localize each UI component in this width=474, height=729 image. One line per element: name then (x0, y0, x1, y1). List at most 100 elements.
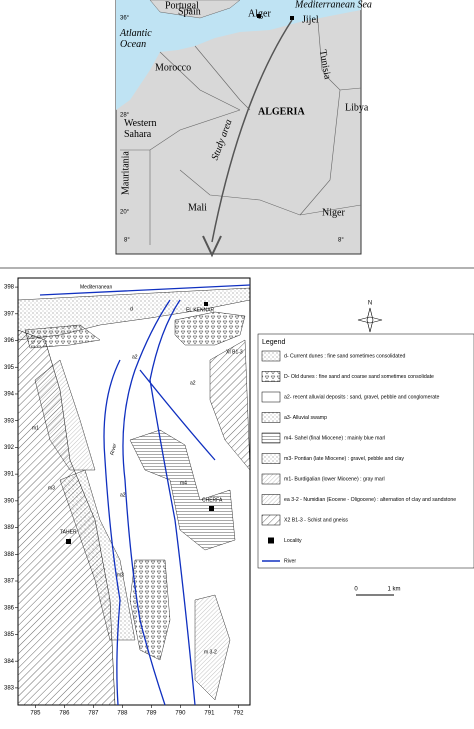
locality (209, 506, 214, 511)
label: Atlantic Ocean (119, 28, 152, 50)
y-tick-label: 394 (4, 392, 15, 398)
borders (120, 21, 362, 245)
legend-label: D- Old dunes : fine sand and coarse sand… (284, 374, 434, 380)
degree: 8° (124, 238, 130, 244)
numidian (194, 594, 231, 701)
locality (257, 14, 261, 18)
x-tick-label: 788 (117, 711, 128, 717)
legend-label: River (284, 558, 296, 564)
legend-label: m4- Sahel (final Miocene) : mainly blue … (284, 435, 385, 441)
label: m 3-2 (204, 649, 217, 655)
label: m1 (32, 425, 39, 431)
label: Tunisia (317, 49, 333, 81)
legend-swatch (261, 494, 281, 505)
y-tick-label: 391 (4, 472, 15, 478)
degree: 20° (120, 210, 130, 216)
legend-swatch (261, 432, 281, 444)
legend-swatch (268, 537, 274, 544)
label: Jijel (302, 14, 319, 25)
label: River (109, 443, 118, 456)
legend-box (257, 333, 474, 569)
legend-label: X2 B1-3 - Schist and gneiss (284, 517, 348, 523)
north-label: N (368, 301, 372, 307)
legend-label: a3- Alluvial swamp (284, 415, 327, 421)
label: TAHER (60, 529, 77, 535)
legend-title: Legend (262, 339, 285, 346)
legend-swatch (261, 473, 281, 485)
legend-swatch (261, 453, 281, 464)
x-tick-label: 790 (175, 711, 186, 717)
scale-label: 0 (354, 587, 358, 593)
y-tick-label: 388 (4, 552, 15, 558)
x-tick-label: 789 (146, 711, 157, 717)
legend: Legend d- Current dunes : fine sand some… (257, 333, 474, 569)
y-tick-label: 385 (4, 632, 15, 638)
x-tick-label: 792 (233, 711, 244, 717)
y-tick-label: 397 (4, 311, 15, 317)
label: m4 (180, 480, 187, 486)
legend-label: ea 3-2 - Numidian (Eocene - Oligocene) :… (284, 497, 456, 503)
river (39, 284, 251, 706)
legend-swatch (261, 371, 281, 382)
x-tick-label: 786 (59, 711, 70, 717)
locality (66, 539, 71, 544)
label: XI B1-3 (226, 349, 243, 355)
label: Alger (248, 8, 271, 19)
arrowhead (202, 235, 222, 258)
y-tick-label: 384 (4, 659, 15, 665)
y-tick-label: 392 (4, 445, 15, 451)
legend-label: m1- Burdigalian (lower Miocene) : gray m… (284, 476, 385, 482)
legend-label: a2- recent alluvial deposits : sand, gra… (284, 394, 440, 400)
x-tick-label: 785 (30, 711, 41, 717)
geology-map: Mediterranean d EL KENNAR a2 a2 a2 m1 m3… (4, 277, 251, 717)
legend-items: d- Current dunes : fine sand sometimes c… (261, 350, 456, 564)
y-tick-label: 398 (4, 285, 15, 291)
label: EL KENNAR (186, 307, 215, 313)
label: Mauritania (120, 151, 131, 195)
locality (290, 16, 294, 20)
sea (116, 0, 361, 110)
label: CHERFA (202, 497, 223, 503)
y-tick-label: 387 (4, 579, 15, 585)
old-dunes (24, 324, 101, 349)
label: a2 (132, 354, 138, 360)
degree: 28° (120, 113, 130, 119)
legend-swatch (261, 391, 281, 403)
label: d (130, 306, 133, 312)
label: a2 (190, 380, 196, 386)
label: Portugal (165, 0, 199, 11)
old-dunes (174, 311, 246, 346)
y-tick-label: 390 (4, 498, 15, 504)
label: m3 (117, 572, 124, 578)
schist (209, 339, 251, 471)
scale-label: 1 km (387, 587, 400, 593)
north-arrow (357, 307, 383, 333)
legend-swatch (261, 514, 281, 526)
y-tick-label: 395 (4, 365, 15, 371)
y-tick-label: 396 (4, 338, 15, 344)
iberia (149, 0, 241, 19)
label: ALGERIA (258, 106, 305, 117)
inset-map: Portugal Spain Alger Jijel Mediterranean… (115, 0, 372, 258)
legend-label: m3- Pontian (late Miocene) : gravel, peb… (284, 456, 404, 462)
degree: 36° (120, 16, 130, 22)
label: Morocco (155, 62, 191, 73)
y-tick-label: 386 (4, 605, 15, 611)
legend-label: Locality (284, 538, 302, 544)
sahel (129, 429, 236, 551)
degree: 8° (338, 238, 344, 244)
x-tick-label: 787 (88, 711, 99, 717)
label: Mali (188, 202, 207, 213)
label: a2 (120, 492, 126, 498)
old-dunes (129, 559, 171, 661)
x-tick-label: 791 (204, 711, 215, 717)
burdigalian (34, 359, 96, 471)
label: Mediterranean Sea (294, 0, 372, 10)
y-tick-label: 389 (4, 525, 15, 531)
legend-swatch (261, 350, 281, 362)
locality (204, 302, 208, 306)
label: m3 (48, 485, 55, 491)
pontian (59, 469, 136, 641)
legend-label: d- Current dunes : fine sand sometimes c… (284, 353, 406, 359)
y-tick-label: 383 (4, 685, 15, 691)
